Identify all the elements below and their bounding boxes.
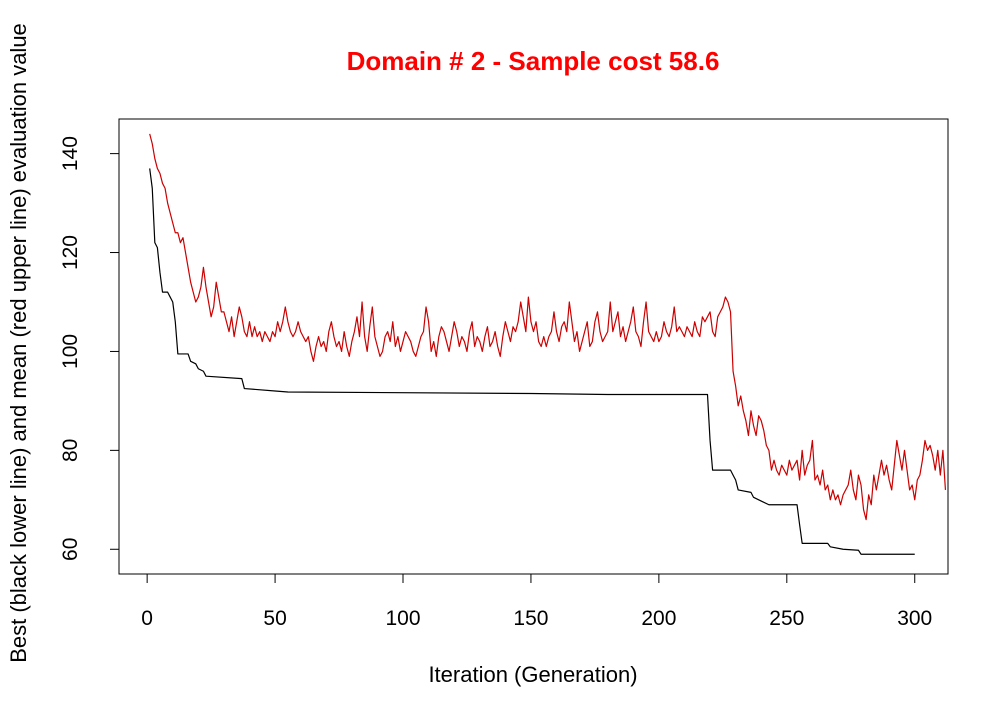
y-tick-label: 120: [59, 235, 82, 270]
chart-title: Domain # 2 - Sample cost 58.6: [347, 46, 720, 76]
x-tick-label: 150: [513, 607, 548, 630]
y-tick-label: 100: [59, 334, 82, 369]
series-line-best: [149, 168, 915, 555]
series-line-mean: [149, 133, 947, 521]
x-tick-label: 250: [769, 607, 804, 630]
y-axis: 60 80 100 120 140: [59, 136, 120, 561]
x-tick-label: 0: [141, 607, 153, 630]
x-tick-label: 50: [263, 607, 286, 630]
series-layer: [149, 133, 947, 555]
y-tick-label: 80: [59, 439, 82, 462]
plot-area-frame: [118, 118, 949, 575]
x-tick-label: 200: [641, 607, 676, 630]
x-axis-label: Iteration (Generation): [428, 662, 637, 687]
y-tick-label: 60: [59, 538, 82, 561]
x-axis: 0 50 100 150 200 250 300: [141, 573, 932, 630]
x-tick-label: 100: [385, 607, 420, 630]
x-tick-label: 300: [897, 607, 932, 630]
y-tick-label: 140: [59, 136, 82, 171]
y-axis-label: Best (black lower line) and mean (red up…: [6, 23, 31, 663]
